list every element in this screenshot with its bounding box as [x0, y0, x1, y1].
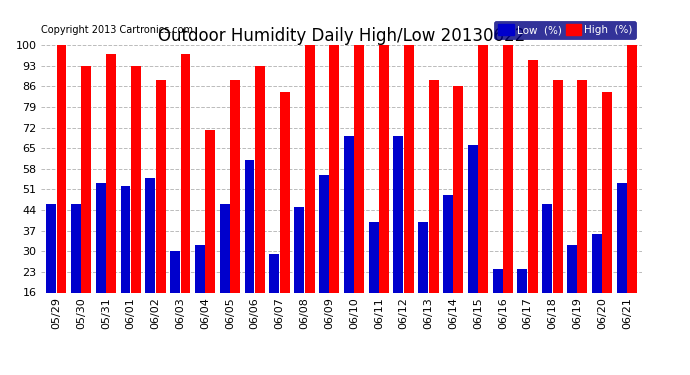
Bar — [156, 80, 166, 292]
Bar — [404, 45, 414, 292]
Bar — [244, 160, 255, 292]
Bar — [379, 45, 389, 292]
Bar — [279, 92, 290, 292]
Bar — [602, 92, 612, 292]
Bar — [304, 45, 315, 292]
Bar — [578, 80, 587, 292]
Bar — [503, 45, 513, 292]
Legend: Low  (%), High  (%): Low (%), High (%) — [494, 21, 636, 39]
Bar — [542, 204, 552, 292]
Bar — [269, 254, 279, 292]
Bar — [206, 130, 215, 292]
Bar — [329, 45, 339, 292]
Bar — [294, 207, 304, 292]
Bar — [453, 86, 464, 292]
Bar — [428, 80, 439, 292]
Title: Outdoor Humidity Daily High/Low 20130622: Outdoor Humidity Daily High/Low 20130622 — [158, 27, 525, 45]
Bar — [230, 80, 240, 292]
Bar — [57, 45, 66, 292]
Bar — [518, 269, 527, 292]
Bar — [195, 245, 205, 292]
Bar — [131, 66, 141, 292]
Bar — [96, 183, 106, 292]
Bar — [354, 45, 364, 292]
Bar — [121, 186, 130, 292]
Bar — [528, 60, 538, 292]
Bar — [567, 245, 577, 292]
Bar — [468, 145, 477, 292]
Bar — [418, 222, 428, 292]
Bar — [493, 269, 502, 292]
Bar — [146, 178, 155, 292]
Bar — [170, 251, 180, 292]
Bar — [617, 183, 627, 292]
Bar — [181, 54, 190, 292]
Bar — [344, 136, 354, 292]
Bar — [592, 234, 602, 292]
Bar — [393, 136, 404, 292]
Bar — [81, 66, 91, 292]
Bar — [255, 66, 265, 292]
Bar — [46, 204, 56, 292]
Bar — [71, 204, 81, 292]
Bar — [627, 45, 637, 292]
Bar — [553, 80, 562, 292]
Bar — [319, 175, 329, 292]
Bar — [106, 54, 116, 292]
Bar — [219, 204, 230, 292]
Bar — [443, 195, 453, 292]
Text: Copyright 2013 Cartronics.com: Copyright 2013 Cartronics.com — [41, 25, 193, 35]
Bar — [478, 45, 488, 292]
Bar — [368, 222, 379, 292]
